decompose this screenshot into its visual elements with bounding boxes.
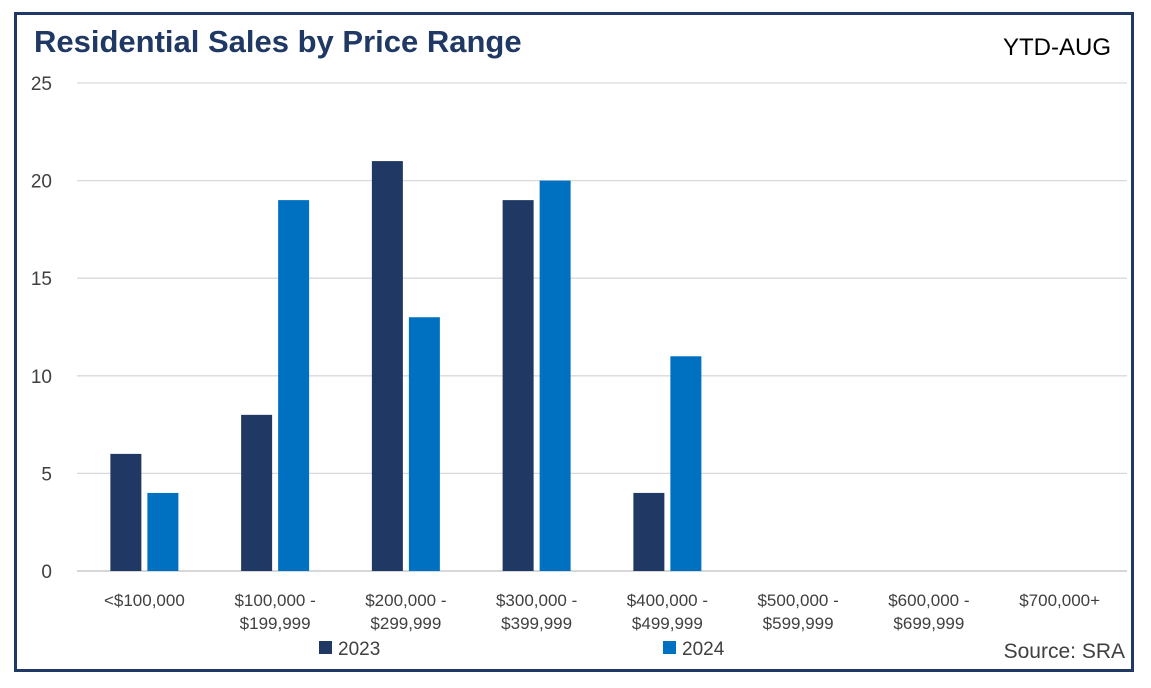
bar-2023 xyxy=(110,453,142,571)
x-category-label: $700,000+ xyxy=(1019,591,1100,610)
legend: 2023 2024 xyxy=(319,639,725,660)
period-label: YTD-AUG xyxy=(1003,34,1111,61)
x-category-label: $300,000 -$399,999 xyxy=(496,591,577,633)
bar-2023 xyxy=(633,492,665,571)
source-label: Source: SRA xyxy=(1003,640,1125,663)
bar-2023 xyxy=(241,414,273,571)
legend-swatch-2024 xyxy=(663,641,676,654)
chart-title: Residential Sales by Price Range xyxy=(34,24,522,59)
legend-label-2023: 2023 xyxy=(338,639,380,660)
y-axis-ticks: 0 5 10 15 20 25 xyxy=(31,74,52,583)
y-tick-label: 5 xyxy=(41,464,52,485)
bar-2023 xyxy=(502,200,534,571)
x-category-label: <$100,000 xyxy=(104,591,185,610)
x-category-label: $400,000 -$499,999 xyxy=(627,591,708,633)
bar-2024 xyxy=(539,180,571,571)
gridlines xyxy=(77,82,1127,572)
x-category-label: $600,000 -$699,999 xyxy=(888,591,969,633)
legend-label-2024: 2024 xyxy=(682,639,725,660)
y-tick-label: 0 xyxy=(41,562,52,583)
legend-swatch-2023 xyxy=(319,641,332,654)
bar-2023 xyxy=(371,161,403,571)
bars xyxy=(110,161,702,571)
x-category-label: $100,000 -$199,999 xyxy=(234,591,315,633)
x-axis-labels: <$100,000 $100,000 -$199,999 $200,000 -$29… xyxy=(104,591,1100,633)
bar-2024 xyxy=(670,356,702,571)
bar-2024 xyxy=(278,200,310,571)
bar-2024 xyxy=(408,317,440,571)
bar-2024 xyxy=(147,492,179,571)
y-tick-label: 25 xyxy=(31,74,52,95)
x-category-label: $200,000 -$299,999 xyxy=(365,591,446,633)
y-tick-label: 15 xyxy=(31,269,52,290)
chart-frame xyxy=(14,12,1134,672)
x-category-label: $500,000 -$599,999 xyxy=(757,591,838,633)
y-tick-label: 10 xyxy=(31,367,52,388)
y-tick-label: 20 xyxy=(31,172,52,193)
